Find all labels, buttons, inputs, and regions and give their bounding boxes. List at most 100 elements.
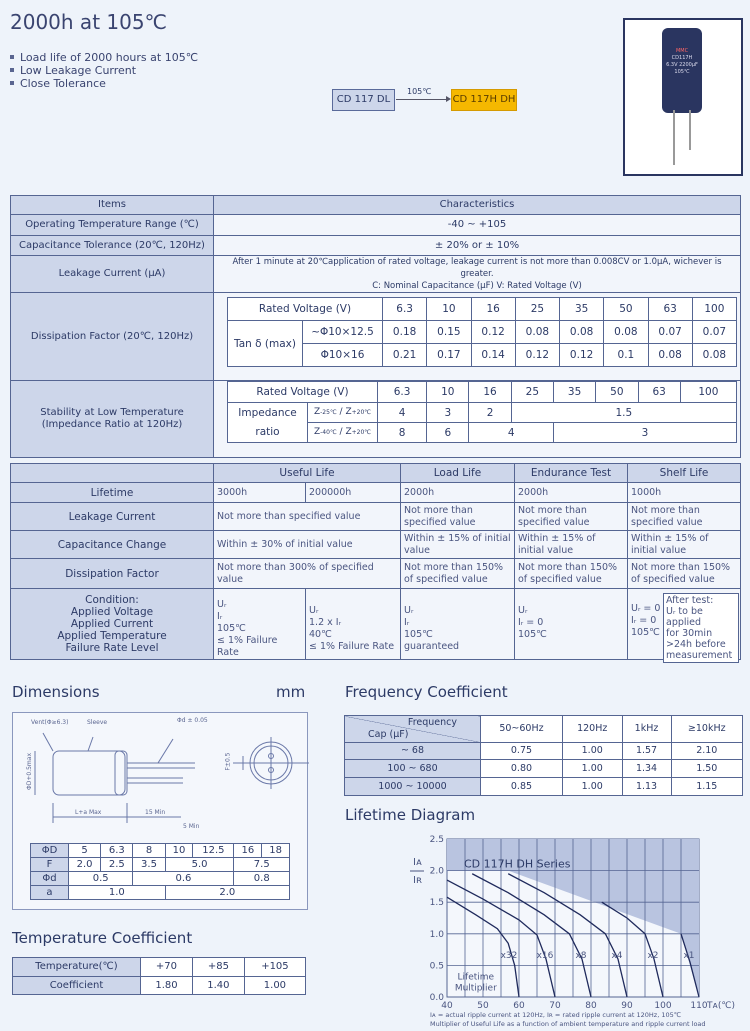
voltage: 35	[552, 381, 597, 403]
cell: 1.34	[621, 759, 672, 778]
row-label: Leakage Current	[10, 502, 214, 531]
arrow-icon	[396, 99, 448, 100]
curve-x1	[680, 933, 700, 998]
voltage: 10	[426, 381, 470, 403]
cell: 0.6	[132, 871, 235, 886]
z-sub: -25℃	[320, 409, 337, 416]
dimensions-unit: mm	[276, 683, 306, 701]
row-label: Applied Current	[70, 618, 154, 630]
row-label: Capacitance Tolerance (20℃, 120Hz)	[10, 235, 214, 256]
cell: 2000h	[400, 482, 515, 503]
note: >24h before	[666, 639, 726, 650]
ratio-value: 3	[552, 422, 738, 443]
y-tick-label: 0.5	[430, 961, 444, 971]
cell: 3.5	[132, 857, 166, 872]
x-tick-label: 70	[549, 1001, 561, 1011]
voltage: 63	[637, 381, 681, 403]
row-label: Coefficient	[12, 976, 141, 995]
header-endurance: Endurance Test	[514, 463, 628, 483]
df-value: 0.12	[514, 343, 561, 367]
df-value: 0.18	[381, 320, 428, 344]
cond: Uᵣ	[404, 605, 414, 616]
sleeve-label: Sleeve	[87, 719, 108, 726]
cond: 105℃	[631, 627, 660, 638]
row-label: 100 ~ 680	[344, 759, 481, 778]
cell: 2000h	[514, 482, 628, 503]
row-label: Temperature(℃)	[12, 957, 141, 977]
voltage: 50	[595, 381, 639, 403]
cell: 1.00	[561, 742, 623, 760]
df-value: 0.1	[603, 343, 649, 367]
cell: 200000h	[305, 482, 401, 503]
note: measurement	[666, 650, 733, 661]
leakage-text: After 1 minute at 20℃application of rate…	[232, 257, 722, 279]
voltage: 25	[510, 381, 554, 403]
rated-voltage-label: Rated Voltage (V)	[227, 297, 383, 321]
y-tick-label: 2.0	[430, 867, 445, 877]
cell: 2.0	[164, 885, 291, 900]
df-value: 0.08	[691, 343, 738, 367]
x-tick-label: 60	[513, 1001, 525, 1011]
capacitor-photo: MMC CD117H 6.3V 2200μF 105℃	[623, 18, 743, 176]
x-axis-label: Tᴀ(℃)	[706, 1001, 735, 1011]
curve-x8	[471, 873, 592, 998]
shaded-region	[447, 839, 699, 997]
cell: 7.5	[233, 857, 290, 872]
note: Uᵣ to be applied	[666, 606, 703, 628]
series-to-box: CD 117H DH	[451, 89, 517, 111]
cell: 0.8	[233, 871, 290, 886]
cell: 12.5	[192, 843, 235, 858]
row-label: Applied Voltage	[70, 606, 154, 618]
ratio-value: 8	[376, 422, 428, 443]
cell: 1.40	[191, 976, 245, 995]
cell: 1.00	[561, 759, 623, 778]
cell: 10	[164, 843, 194, 858]
photo-marking: 6.3V 2200μF	[666, 62, 698, 68]
cell: 0.5	[67, 871, 134, 886]
z-symbol: Z	[345, 427, 352, 437]
cell-value: -40 ~ +105	[213, 214, 741, 236]
curve-x32	[446, 896, 520, 998]
df-value: 0.08	[558, 320, 605, 344]
curve-x16	[446, 879, 556, 998]
cell: Not more than 150% of specified value	[400, 558, 515, 589]
x-tick-label: 50	[477, 1001, 489, 1011]
cond: Iᵣ = 0	[518, 617, 544, 628]
voltage: 6.3	[376, 381, 428, 403]
dissipation-factor-table: Rated Voltage (V) 6.3 10 16 25 35 50 63 100 Tan…	[227, 297, 738, 367]
cond: Uᵣ	[518, 605, 528, 616]
annotation-text: Lifetime	[458, 972, 495, 982]
life-test-table: Useful Life Load Life Endurance Test Shelf …	[10, 463, 741, 663]
footnote: Iᴀ = actual ripple current at 120Hz, Iʀ …	[430, 1011, 682, 1019]
cell: 3000h	[213, 482, 306, 503]
size: Φ10×16	[302, 343, 383, 367]
feature-item: Load life of 2000 hours at 105℃	[8, 51, 198, 64]
cell: 5	[67, 843, 102, 858]
corner-frequency: Frequency	[407, 717, 457, 728]
voltage: 63	[647, 297, 693, 321]
header-shelf-life: Shelf Life	[627, 463, 741, 483]
cell: 5.0	[164, 857, 235, 872]
cell: 0.85	[480, 777, 563, 796]
lead-label: Φd ± 0.05	[177, 717, 208, 724]
lifetime-diagram-title: Lifetime Diagram	[345, 806, 476, 824]
header-useful-life: Useful Life	[213, 463, 401, 483]
df-value: 0.12	[558, 343, 605, 367]
row-label: Dissipation Factor	[10, 558, 214, 589]
row-label: Lifetime	[10, 482, 214, 503]
cell: 1.00	[561, 777, 623, 796]
cell: 2.0	[67, 857, 102, 872]
cond: 105℃	[217, 623, 246, 634]
df-value: 0.15	[426, 320, 472, 344]
capacitor-outline-icon	[34, 732, 309, 823]
row-label: F	[30, 857, 69, 872]
z-sub: -40℃	[320, 429, 337, 436]
min-label: 5 Min	[183, 823, 200, 830]
cell: 1000h	[627, 482, 741, 503]
note: After test:	[666, 595, 714, 606]
voltage: 25	[514, 297, 561, 321]
feature-item: Low Leakage Current	[8, 64, 136, 77]
y-axis-label-top: Iᴀ	[413, 857, 422, 868]
cell: 18	[261, 843, 290, 858]
cell: 1.00	[243, 976, 307, 995]
